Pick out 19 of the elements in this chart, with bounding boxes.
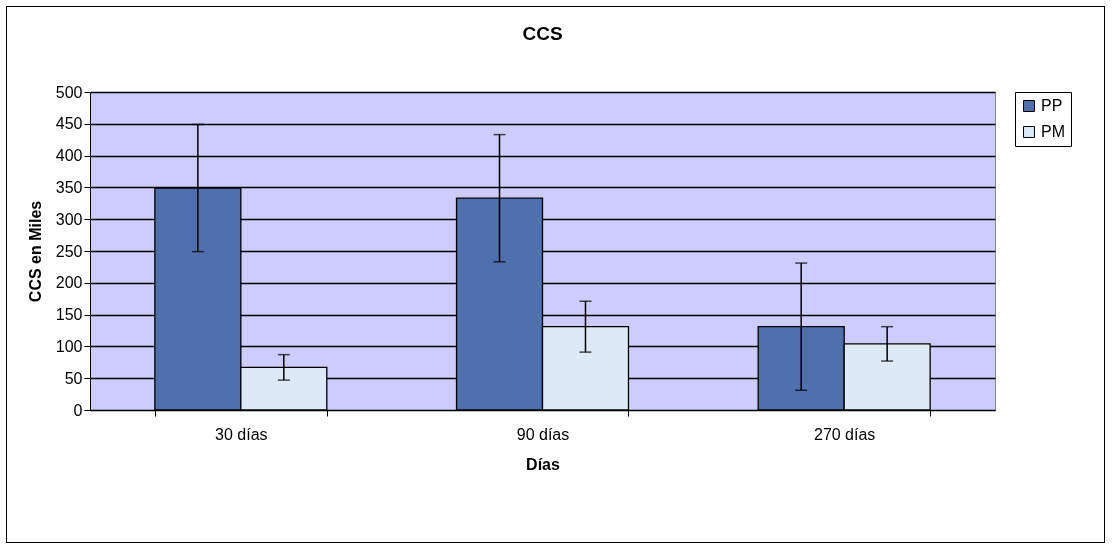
y-tick-label: 50 (64, 369, 83, 387)
legend-label: PP (1041, 97, 1063, 114)
y-tick-label: 300 (55, 210, 83, 228)
x-tick-label: 270 días (813, 425, 876, 443)
y-axis-title: CCS en Miles (26, 200, 44, 303)
y-tick-label: 500 (55, 83, 83, 101)
y-tick-label: 150 (55, 306, 83, 324)
y-tick-label: 100 (55, 337, 83, 355)
y-tick-label: 0 (73, 401, 83, 419)
y-tick-label: 450 (55, 115, 83, 133)
chart-title: CCS (522, 23, 563, 44)
y-tick-label: 200 (55, 274, 83, 292)
x-tick-label: 90 días (516, 425, 570, 443)
x-axis-title: Días (526, 455, 560, 473)
legend-label: PM (1041, 123, 1065, 140)
y-tick-label: 400 (55, 147, 83, 165)
y-tick-label: 350 (55, 178, 83, 196)
x-tick-label: 30 días (215, 425, 268, 443)
y-tick-label: 250 (55, 242, 83, 260)
